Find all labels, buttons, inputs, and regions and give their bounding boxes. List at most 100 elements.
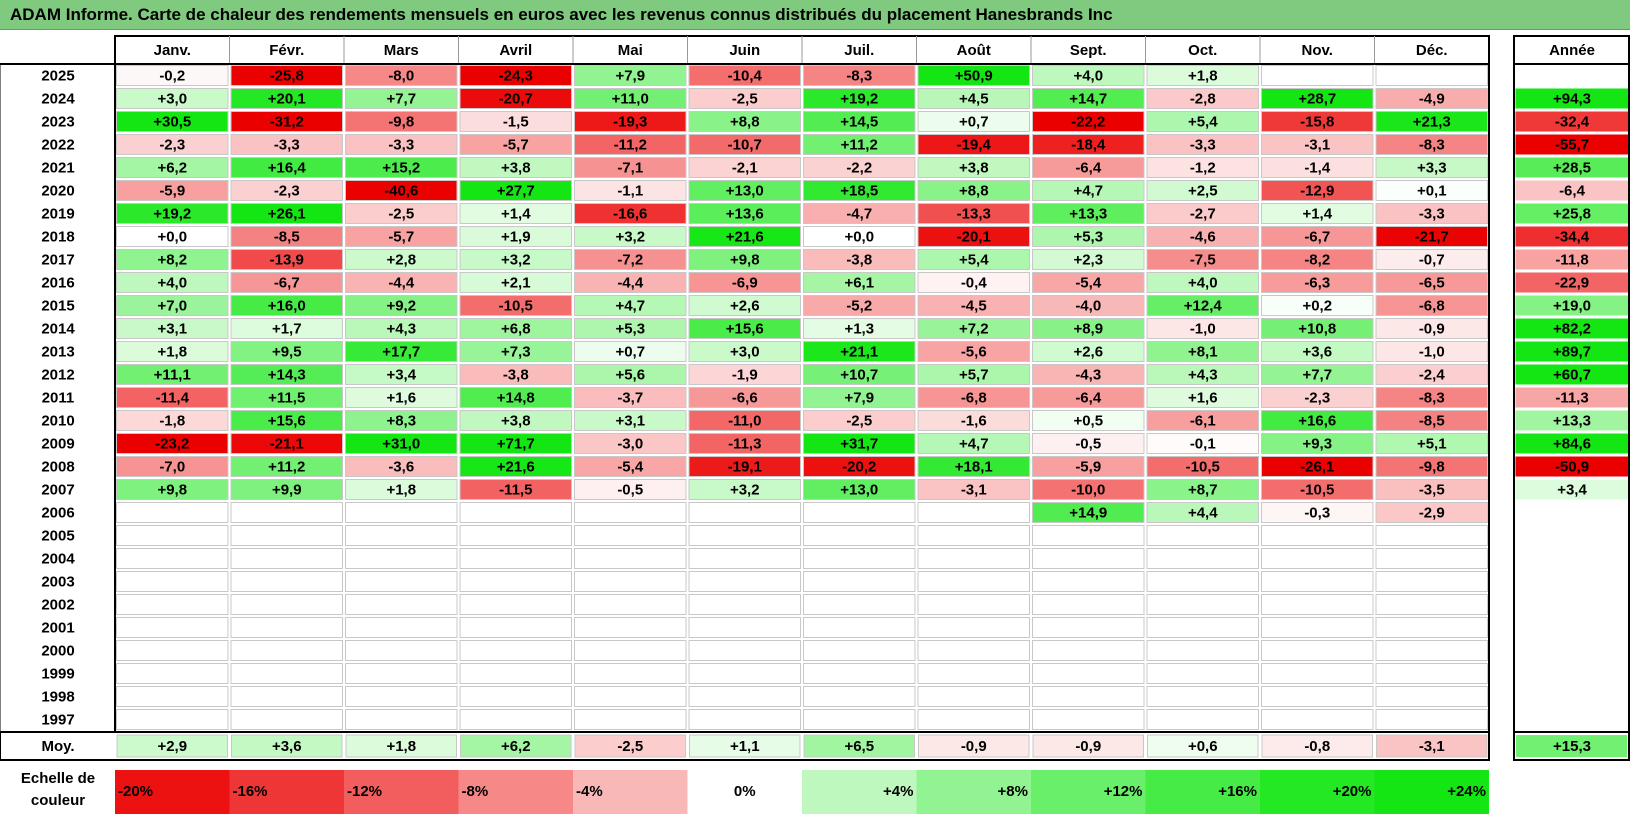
cell-value: -0,9 — [1419, 320, 1445, 337]
cell-value: -31,2 — [270, 113, 304, 130]
heatmap-cell — [1032, 686, 1145, 707]
cell-value: -15,8 — [1300, 113, 1334, 130]
heatmap-cell — [1146, 571, 1259, 592]
heatmap-cell — [574, 456, 687, 477]
year-total-cell — [1515, 640, 1629, 661]
cell-value: -11,3 — [728, 435, 761, 452]
cell-value: -13,3 — [957, 205, 991, 222]
heatmap-cell — [1032, 709, 1145, 730]
cell-value: -10,4 — [728, 67, 763, 84]
cell-value: +4,7 — [615, 297, 645, 314]
cell-value: -0,3 — [1304, 504, 1330, 521]
heatmap-cell — [1146, 617, 1259, 638]
heatmap-cell — [1032, 88, 1145, 109]
average-value: -2,5 — [617, 738, 643, 755]
year-total-value: +28,5 — [1553, 159, 1591, 176]
heatmap-cell — [688, 157, 801, 178]
year-label: 2024 — [41, 90, 75, 107]
heatmap-cell — [116, 571, 229, 592]
heatmap-cell — [1032, 203, 1145, 224]
cell-value: -1,4 — [1304, 159, 1331, 176]
year-total-cell — [1515, 548, 1629, 569]
heatmap-cell — [574, 203, 687, 224]
heatmap-cell — [574, 525, 687, 546]
heatmap-cell — [1375, 272, 1488, 293]
heatmap-cell — [345, 341, 458, 362]
cell-value: +2,3 — [1073, 251, 1103, 268]
heatmap-cell — [459, 88, 572, 109]
cell-value: +10,7 — [840, 366, 878, 383]
scale-value: -20% — [118, 783, 153, 800]
average-value: +0,6 — [1188, 738, 1218, 755]
year-label: 2014 — [41, 320, 75, 337]
year-label: 2019 — [41, 205, 74, 222]
heatmap-cell — [1032, 548, 1145, 569]
heatmap-cell — [116, 594, 229, 615]
year-label: 2003 — [41, 573, 74, 590]
cell-value: -3,3 — [388, 136, 414, 153]
cell-value: -5,7 — [503, 136, 529, 153]
heatmap-cell — [1261, 548, 1374, 569]
cell-value: -7,1 — [617, 159, 643, 176]
cell-value: +16,4 — [268, 159, 307, 176]
heatmap-cell — [230, 111, 343, 132]
heatmap-cell — [1146, 203, 1259, 224]
cell-value: +14,7 — [1069, 90, 1107, 107]
heatmap-cell — [459, 249, 572, 270]
heatmap-cell — [345, 226, 458, 247]
cell-value: +28,7 — [1298, 90, 1336, 107]
heatmap-cell — [917, 640, 1030, 661]
cell-value: +4,0 — [157, 274, 187, 291]
heatmap-cell — [1261, 479, 1374, 500]
heatmap-cell — [116, 548, 229, 569]
heatmap-cell — [574, 640, 687, 661]
heatmap-cell — [1261, 640, 1374, 661]
cell-value: +8,8 — [730, 113, 760, 130]
heatmap-cell — [574, 111, 687, 132]
cell-value: +3,2 — [730, 481, 760, 498]
year-total-cell — [1515, 65, 1629, 86]
cell-value: +4,0 — [1188, 274, 1218, 291]
heatmap-cell — [803, 226, 916, 247]
heatmap-cell — [116, 640, 229, 661]
year-total-value: +84,6 — [1553, 435, 1591, 452]
cell-value: +13,6 — [726, 205, 764, 222]
heatmap-cell — [1375, 88, 1488, 109]
heatmap-cell — [917, 686, 1030, 707]
scale-value: 0% — [734, 783, 756, 800]
heatmap-cell — [116, 226, 229, 247]
average-label: Moy. — [41, 738, 74, 755]
scale-value: +12% — [1104, 783, 1143, 800]
cell-value: -4,3 — [1075, 366, 1101, 383]
heatmap-cell — [688, 364, 801, 385]
heatmap-cell — [688, 479, 801, 500]
cell-value: +3,3 — [1417, 159, 1447, 176]
cell-value: +19,2 — [153, 205, 191, 222]
heatmap-cell — [574, 249, 687, 270]
average-total-cell — [1516, 735, 1627, 757]
heatmap-cell — [1375, 249, 1488, 270]
heatmap-cell — [116, 617, 229, 638]
heatmap-cell — [459, 111, 572, 132]
heatmap-cell — [803, 548, 916, 569]
cell-value: -19,3 — [613, 113, 647, 130]
heatmap-cell — [574, 134, 687, 155]
heatmap-cell — [1375, 709, 1488, 730]
cell-value: -2,8 — [1190, 90, 1216, 107]
heatmap-cell — [1375, 318, 1488, 339]
heatmap-cell — [345, 617, 458, 638]
year-label: 2013 — [41, 343, 74, 360]
cell-value: -10,0 — [1071, 481, 1105, 498]
heatmap-cell — [803, 88, 916, 109]
heatmap-cell — [459, 571, 572, 592]
heatmap-cell — [345, 180, 458, 201]
heatmap-cell — [1375, 226, 1488, 247]
cell-value: +0,2 — [1302, 297, 1332, 314]
cell-value: -3,3 — [1419, 205, 1445, 222]
average-total-value: +15,3 — [1553, 738, 1591, 755]
heatmap-cell — [917, 410, 1030, 431]
heatmap-cell — [917, 502, 1030, 523]
year-total-value: +13,3 — [1553, 412, 1591, 429]
heatmap-cell — [917, 709, 1030, 730]
